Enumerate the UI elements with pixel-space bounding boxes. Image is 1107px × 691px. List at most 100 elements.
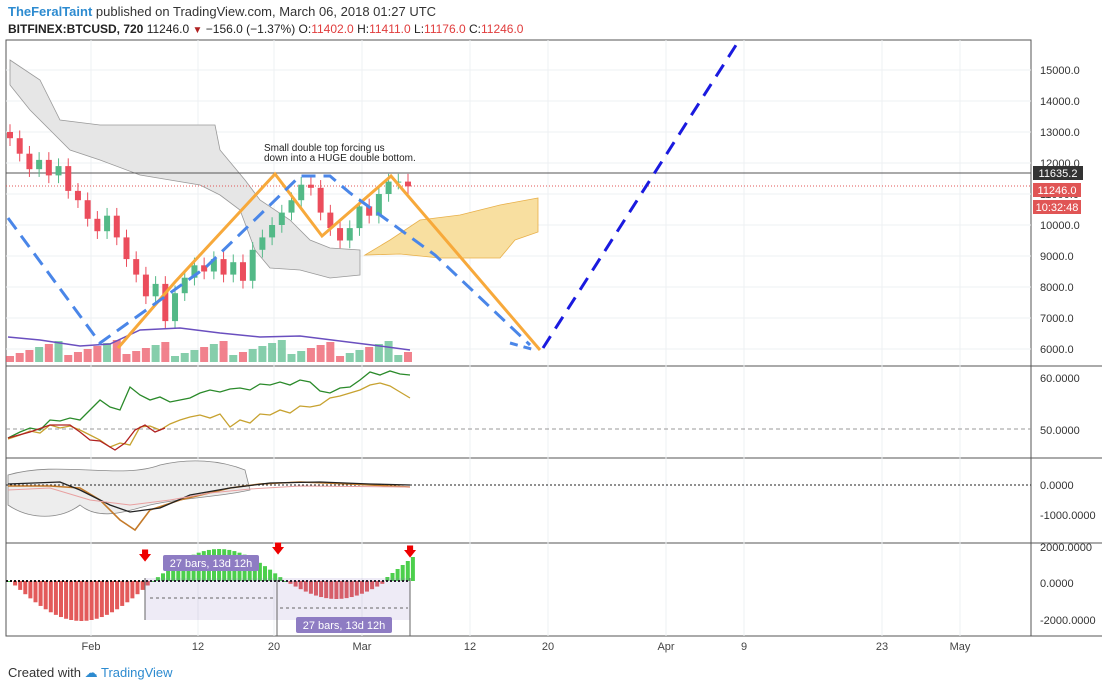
histogram-bar [329,581,334,599]
last-price: 11246.0 [146,22,190,36]
histogram-bar [140,581,145,590]
candle-body [123,237,130,260]
histogram-bar [293,581,298,587]
volume-bar [44,344,53,362]
tradingview-link[interactable]: TradingView [101,665,173,680]
volume-bar [122,354,131,362]
volume-bar [384,341,393,362]
indicator-tick: -1000.0000 [1040,510,1096,522]
double-top-pattern [116,171,542,351]
candle-body [104,215,111,232]
time-tick: 20 [268,641,280,653]
histogram-bar [365,581,369,592]
histogram-bar [405,561,410,581]
histogram-bar [278,577,283,581]
high-value: 11411.0 [369,22,411,36]
time-tick: Feb [82,641,101,653]
volume-bar [103,343,112,362]
publish-info: TheFeralTaint published on TradingView.c… [8,4,436,19]
price-tick: 14000.0 [1040,96,1080,108]
rsi-line [7,370,411,439]
histogram-bar [48,581,53,613]
price-tick: 10000.0 [1040,220,1080,232]
countdown-badge-bg [1033,200,1081,214]
histogram-bar [283,581,288,582]
histogram-bar [288,581,293,584]
volume-bar [54,341,63,362]
histogram-bar [74,581,79,621]
projection-tail [509,341,536,352]
price-tick: 13000.0 [1040,127,1080,139]
footer: Created with ☁ TradingView [8,665,173,681]
measure-label-a: 27 bars, 13d 12h [170,558,253,570]
histogram-bar [79,581,84,621]
grid [6,40,1031,636]
histogram-bar [257,562,262,581]
volume-bar [316,345,325,362]
histogram-bar [145,581,150,586]
time-axis[interactable]: Feb 12 20 Mar 12 20 Apr 9 23 May [82,641,971,653]
created-with-text: Created with [8,665,81,680]
histogram-bar [314,581,318,596]
ohlc-legend: BITFINEX:BTCUSD, 720 11246.0 ▼ −156.0 (−… [8,22,523,36]
candle-body [210,259,217,272]
histogram-bar [94,581,99,619]
price-tick: 9000.0 [1040,251,1074,263]
volume-bar [258,346,267,362]
histogram-bar [400,565,405,581]
ichimoku-cloud-bear [9,59,361,279]
projection-path-2 [541,41,740,349]
histogram-bar [120,581,125,606]
histogram-bar [390,573,395,581]
candle-body [113,215,120,238]
price-tick: 15000.0 [1040,65,1080,77]
indicator-tick: -2000.0000 [1040,615,1096,627]
price-axis[interactable]: 15000.014000.013000.012000.011000.010000… [1040,65,1096,627]
measure-label-b-bg [296,617,392,633]
candle-body [133,259,140,275]
histogram-bar [115,581,120,610]
volume-bar [6,356,14,362]
price-tick: 6000.0 [1040,344,1074,356]
time-tick: May [950,641,971,653]
candle-body [191,265,198,278]
candle-body [201,265,208,272]
volume-bar [141,348,150,362]
candle-body [249,249,256,281]
volume-bar [287,354,296,362]
volume-bar [112,340,121,362]
macd-ma [7,485,411,506]
volume-bar [345,353,354,362]
author-link[interactable]: TheFeralTaint [8,4,93,19]
time-tick: 12 [192,641,204,653]
candle-body [7,132,13,139]
histogram-bar [23,581,28,595]
level-badge: 11635.2 [1039,168,1078,180]
annotation-line-1: Small double top forcing us [264,143,385,154]
bollinger-band [7,460,251,517]
publish-text: published on TradingView.com, March 06, … [95,4,437,19]
histogram-bar [370,581,375,590]
candle-body [288,200,295,213]
histogram-bar [303,581,308,592]
measure-label-a-bg [163,555,259,571]
open-value: 11402.0 [311,22,354,36]
histogram-bar [171,566,176,581]
candle-body [375,194,382,216]
signal-arrow-2-icon: 🡇 [271,541,284,556]
candle-body [181,277,188,294]
histogram-bar [53,581,58,615]
price-change: −156.0 (−1.37%) [205,22,296,36]
histogram-bar [89,581,94,620]
histogram-bar [84,581,89,621]
signal-arrow-1-icon: 🡇 [138,548,151,563]
candle-body [230,262,237,275]
candle-body [356,206,363,229]
annotation-line-2: down into a HUGE double bottom. [264,153,416,164]
histogram-bar [319,581,324,598]
volume-bar [374,344,383,362]
volume-bar [25,350,34,362]
volume-bar [161,342,170,362]
volume-bar [83,349,92,362]
